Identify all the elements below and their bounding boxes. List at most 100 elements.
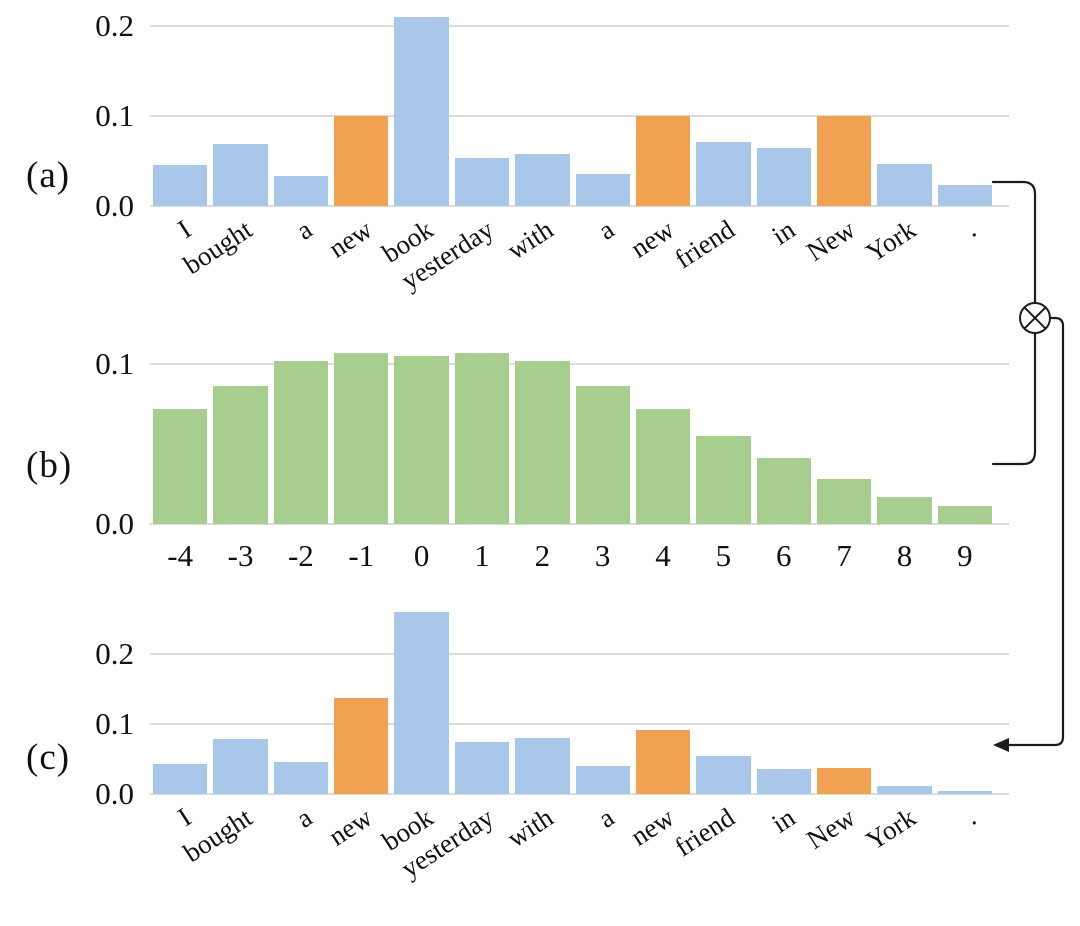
bar bbox=[756, 769, 811, 794]
bar bbox=[575, 174, 630, 206]
panel-b-letter: (b) bbox=[26, 445, 73, 486]
bar-highlighted bbox=[635, 116, 691, 206]
x-tick-label: -2 bbox=[287, 538, 314, 573]
bar-highlighted bbox=[334, 698, 389, 794]
panel-b-plot: 0.0 0.1 -4 -3 -2 -1 0 1 2 3 4 5 6 7 8 9 bbox=[95, 346, 1009, 573]
x-tick-label: a bbox=[290, 802, 318, 834]
y-tick-label: 0.0 bbox=[95, 188, 134, 223]
x-tick-label: new bbox=[625, 802, 680, 852]
gridline bbox=[150, 653, 1009, 655]
x-tick-label: 2 bbox=[534, 538, 551, 573]
bar-highlighted bbox=[816, 768, 872, 794]
bars bbox=[150, 352, 995, 524]
combination-connector bbox=[991, 180, 1065, 752]
panel-c-letter: (c) bbox=[26, 737, 71, 778]
bar bbox=[153, 165, 208, 206]
bar bbox=[394, 612, 449, 794]
x-tick-label: I bbox=[172, 802, 197, 833]
x-tick-label: 4 bbox=[655, 538, 671, 573]
x-tick-label: New bbox=[801, 214, 861, 267]
x-tick-label: . bbox=[959, 214, 982, 243]
bar bbox=[213, 739, 268, 794]
x-tick-label: a bbox=[592, 802, 620, 834]
bar bbox=[515, 738, 570, 794]
bar bbox=[937, 506, 993, 524]
bar bbox=[515, 361, 570, 524]
bar bbox=[213, 386, 268, 524]
x-tick-label: York bbox=[860, 214, 921, 268]
gridline bbox=[150, 205, 1009, 207]
bar bbox=[696, 436, 751, 524]
x-tick-label: a bbox=[290, 214, 318, 246]
connector-to-c bbox=[1007, 316, 1065, 747]
x-tick-label: friend bbox=[669, 214, 740, 275]
product-operator-icon bbox=[1019, 302, 1051, 334]
x-tick-label: 6 bbox=[776, 538, 792, 573]
bar bbox=[696, 142, 751, 206]
x-tick-label: with bbox=[502, 802, 559, 854]
bar bbox=[394, 17, 449, 206]
bar bbox=[696, 756, 751, 794]
gridline bbox=[150, 523, 1009, 525]
bar bbox=[394, 356, 449, 524]
bar bbox=[273, 176, 329, 206]
bar bbox=[515, 154, 570, 206]
bar bbox=[575, 766, 630, 794]
bar bbox=[877, 497, 932, 524]
x-tick-label: with bbox=[502, 214, 559, 266]
bar-highlighted bbox=[334, 116, 389, 206]
y-tick-label: 0.1 bbox=[95, 346, 134, 381]
bar bbox=[213, 144, 268, 206]
bar bbox=[756, 458, 811, 524]
x-tick-label: new bbox=[323, 802, 378, 852]
y-tick-label: 0.0 bbox=[95, 506, 134, 541]
y-tick-label: 0.2 bbox=[95, 636, 134, 671]
bar-highlighted bbox=[816, 116, 872, 206]
bars bbox=[150, 598, 995, 794]
bar bbox=[575, 386, 630, 524]
x-tick-label: 7 bbox=[836, 538, 852, 573]
bar bbox=[454, 158, 510, 206]
arrowhead-to-c bbox=[993, 738, 1009, 752]
bar bbox=[273, 762, 329, 794]
x-tick-label: . bbox=[959, 802, 982, 831]
x-tick-label: 9 bbox=[957, 538, 973, 573]
x-tick-label: New bbox=[801, 802, 861, 855]
x-tick-label: 5 bbox=[715, 538, 732, 573]
gridline bbox=[150, 363, 1009, 365]
x-tick-label: a bbox=[592, 214, 620, 246]
bar bbox=[635, 409, 691, 524]
x-tick-label: in bbox=[766, 214, 801, 251]
bar bbox=[756, 148, 811, 206]
bar bbox=[273, 361, 329, 524]
connector-from-a bbox=[991, 180, 1037, 304]
panel-a-letter: (a) bbox=[26, 155, 71, 196]
bar bbox=[454, 742, 510, 794]
y-tick-label: 0.1 bbox=[95, 98, 134, 133]
bar bbox=[454, 353, 510, 524]
bar bbox=[877, 164, 932, 206]
gridline bbox=[150, 723, 1009, 725]
x-tick-label: friend bbox=[669, 802, 740, 863]
x-tick-label: bought bbox=[177, 214, 257, 281]
x-tick-label: -4 bbox=[167, 538, 194, 573]
y-tick-label: 0.0 bbox=[95, 776, 134, 811]
panel-b: (b) 0.0 0.1 -4 -3 -2 -1 0 1 2 3 4 5 6 7 8 9 bbox=[0, 346, 1010, 598]
x-tick-label: new bbox=[625, 214, 680, 264]
x-tick-label: new bbox=[323, 214, 378, 264]
x-tick-label: York bbox=[860, 802, 921, 856]
bar bbox=[334, 353, 389, 524]
bar-highlighted bbox=[635, 730, 691, 794]
gridline bbox=[150, 793, 1009, 795]
bars bbox=[150, 8, 995, 206]
bar bbox=[877, 786, 932, 794]
bar bbox=[937, 791, 993, 794]
x-tick-label: 1 bbox=[474, 538, 490, 573]
gridline bbox=[150, 115, 1009, 117]
x-tick-label: 0 bbox=[413, 538, 430, 573]
